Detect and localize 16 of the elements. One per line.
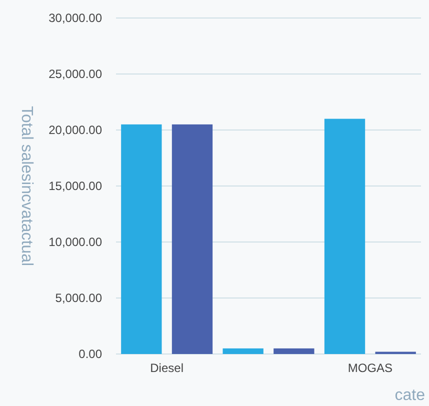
bar: [274, 348, 314, 354]
x-axis-title: cate: [394, 387, 426, 404]
x-tick-label: MOGAS: [348, 361, 393, 375]
bar: [222, 348, 264, 354]
y-tick-label: 5,000.00: [55, 291, 102, 306]
y-tick-label: 0.00: [78, 347, 102, 362]
bar: [121, 124, 162, 354]
y-tick-label: 25,000.00: [48, 67, 102, 82]
y-tick-label: 10,000.00: [48, 235, 102, 250]
bar: [324, 118, 366, 354]
y-axis-title: Total salesincvatactual: [18, 106, 35, 266]
bar: [172, 124, 213, 354]
y-tick-label: 20,000.00: [48, 123, 102, 138]
y-tick-label: 15,000.00: [48, 179, 102, 194]
y-tick-label: 30,000.00: [48, 11, 102, 26]
x-tick-label: Diesel: [150, 361, 184, 375]
